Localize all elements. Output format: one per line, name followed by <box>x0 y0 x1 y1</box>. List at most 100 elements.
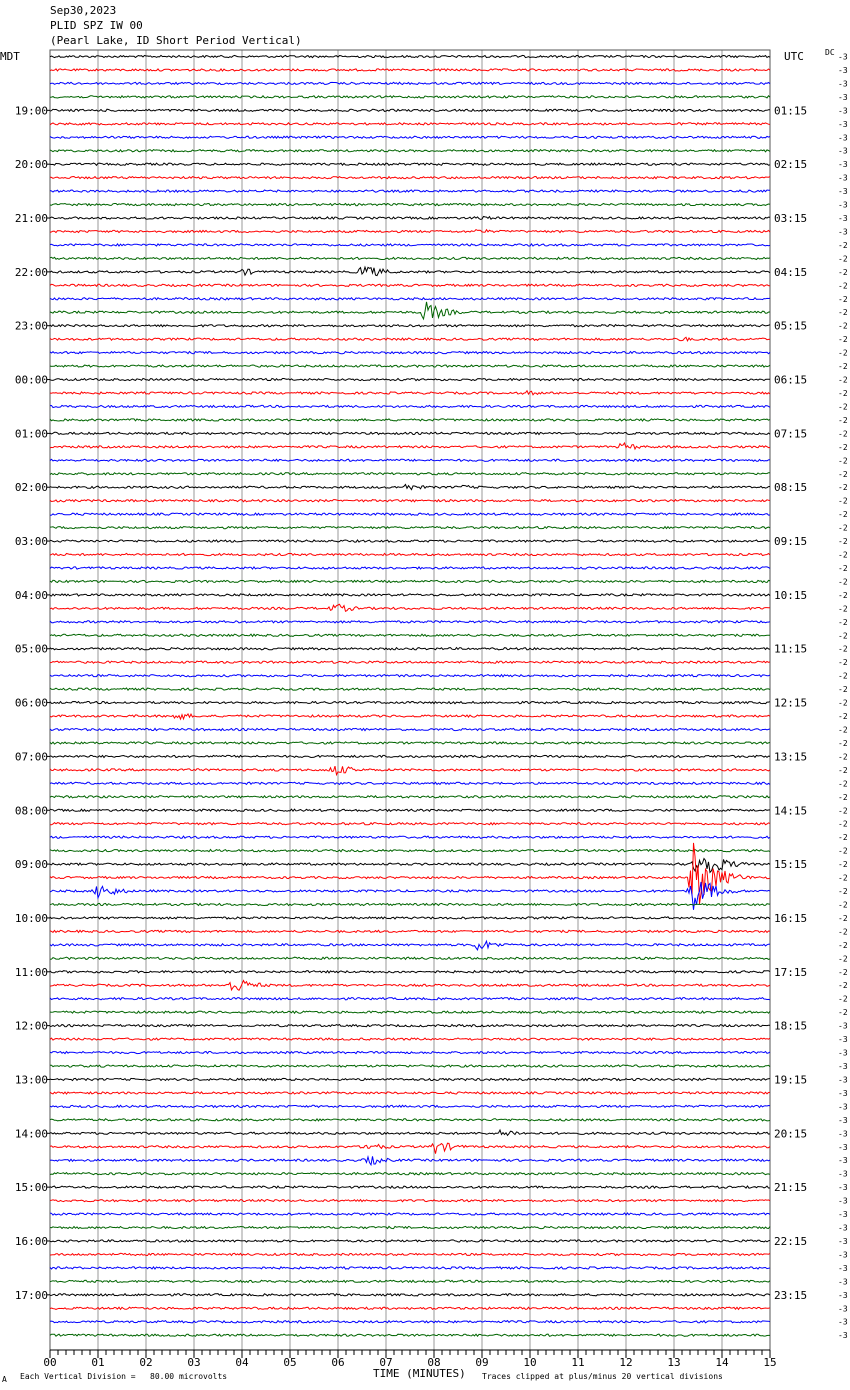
trace-2 <box>49 81 771 86</box>
dc-offset-label: -2 <box>838 389 848 398</box>
footer-mark: A <box>2 1375 7 1384</box>
trace-87 <box>49 1225 771 1230</box>
dc-offset-label: -2 <box>838 322 848 331</box>
dc-offset-label: -2 <box>838 577 848 586</box>
trace-43 <box>49 633 770 638</box>
trace-22 <box>49 350 771 355</box>
left-hour-label: 11:00 <box>15 966 48 979</box>
dc-offset-label: -2 <box>838 658 848 667</box>
trace-45 <box>49 660 771 665</box>
x-tick-label: 00 <box>43 1356 56 1369</box>
dc-offset-label: -3 <box>838 106 848 115</box>
right-hour-label: 02:15 <box>774 158 807 171</box>
left-hour-label: 00:00 <box>15 374 48 387</box>
dc-offset-label: -2 <box>838 860 848 869</box>
left-hour-label: 01:00 <box>15 427 48 440</box>
x-tick-label: 05 <box>283 1356 296 1369</box>
left-hour-label: 20:00 <box>15 158 48 171</box>
dc-offset-label: -3 <box>838 214 848 223</box>
trace-46 <box>49 673 771 678</box>
trace-71 <box>49 1010 771 1015</box>
dc-offset-label: -2 <box>838 712 848 721</box>
trace-13 <box>49 228 771 234</box>
dc-offset-label: -3 <box>838 133 848 142</box>
right-hour-label: 11:15 <box>774 643 807 656</box>
dc-offset-label: -3 <box>838 1035 848 1044</box>
trace-80 <box>49 1128 771 1137</box>
left-hour-label: 21:00 <box>15 212 48 225</box>
trace-69 <box>49 979 771 992</box>
dc-offset-label: -3 <box>838 1089 848 1098</box>
trace-91 <box>49 1279 771 1284</box>
trace-64 <box>49 916 771 920</box>
trace-49 <box>49 712 771 721</box>
dc-offset-label: -3 <box>838 1156 848 1165</box>
trace-33 <box>49 498 771 503</box>
right-hour-label: 21:15 <box>774 1181 807 1194</box>
trace-11 <box>49 202 771 207</box>
dc-offset-label: -3 <box>838 1210 848 1219</box>
dc-offset-label: -3 <box>838 227 848 236</box>
trace-50 <box>49 727 771 732</box>
dc-offset-label: -2 <box>838 470 848 479</box>
dc-offset-label: -2 <box>838 429 848 438</box>
dc-offset-label: -2 <box>838 927 848 936</box>
right-hour-label: 10:15 <box>774 589 807 602</box>
dc-offset-label: -3 <box>838 1022 848 1031</box>
dc-offset-label: -3 <box>838 1237 848 1246</box>
x-tick-label: 14 <box>715 1356 729 1369</box>
dc-offset-label: -3 <box>838 1049 848 1058</box>
right-hour-label: 03:15 <box>774 212 807 225</box>
dc-offset-label: -3 <box>838 147 848 156</box>
x-tick-label: 10 <box>523 1356 536 1369</box>
dc-offset-label: -2 <box>838 254 848 263</box>
dc-offset-label: -2 <box>838 551 848 560</box>
right-hour-label: 18:15 <box>774 1020 807 1033</box>
trace-23 <box>49 364 771 368</box>
trace-36 <box>49 539 771 543</box>
trace-25 <box>49 389 771 396</box>
left-hour-label: 02:00 <box>15 481 48 494</box>
x-tick-label: 15 <box>763 1356 776 1369</box>
trace-61 <box>49 842 771 905</box>
right-timezone-label: UTC <box>784 50 804 63</box>
trace-40 <box>49 592 771 597</box>
left-hour-label: 09:00 <box>15 858 48 871</box>
left-hour-label: 13:00 <box>15 1073 48 1086</box>
trace-57 <box>50 821 771 826</box>
dc-offset-label: -2 <box>838 685 848 694</box>
right-hour-label: 19:15 <box>774 1073 807 1086</box>
trace-1 <box>49 68 771 72</box>
left-hour-labels: 19:00 20:00 21:00 22:00 23:00 00:00 01:00 02:00… <box>15 104 50 1302</box>
trace-10 <box>49 189 770 194</box>
dc-offset-label: -2 <box>838 672 848 681</box>
trace-37 <box>49 552 771 557</box>
left-hour-label: 07:00 <box>15 750 48 763</box>
trace-32 <box>49 483 771 491</box>
trace-94 <box>49 1319 771 1324</box>
trace-81 <box>49 1142 771 1154</box>
trace-89 <box>49 1252 771 1257</box>
x-tick-label: 11 <box>571 1356 584 1369</box>
dc-offset-label: -2 <box>838 699 848 708</box>
right-hour-label: 16:15 <box>774 912 807 925</box>
dc-offset-label: -3 <box>838 1102 848 1111</box>
dc-offset-label: -2 <box>838 402 848 411</box>
dc-offset-label: -2 <box>838 618 848 627</box>
right-hour-label: 23:15 <box>774 1289 807 1302</box>
dc-offset-label: -2 <box>838 1008 848 1017</box>
trace-41 <box>49 603 771 613</box>
trace-48 <box>49 700 771 705</box>
trace-92 <box>50 1292 771 1297</box>
right-hour-label: 20:15 <box>774 1127 807 1140</box>
header-station: PLID SPZ IW 00 <box>50 19 143 32</box>
x-tick-label: 03 <box>187 1356 200 1369</box>
left-hour-label: 05:00 <box>15 643 48 656</box>
trace-60 <box>49 857 771 874</box>
left-hour-label: 10:00 <box>15 912 48 925</box>
seismic-traces <box>49 54 771 1338</box>
trace-68 <box>49 969 771 974</box>
right-hour-label: 08:15 <box>774 481 807 494</box>
trace-85 <box>49 1198 771 1203</box>
dc-offset-label: -2 <box>838 726 848 735</box>
